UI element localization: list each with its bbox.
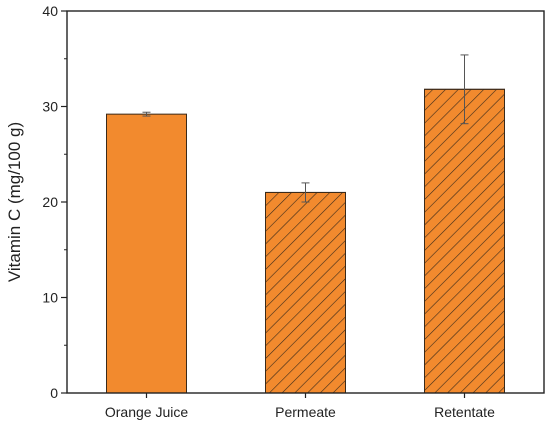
- bar-hatch-1: [265, 191, 346, 394]
- y-tick-label-4: 40: [42, 3, 58, 19]
- y-tick-label-0: 0: [50, 385, 58, 401]
- x-tick-label-0: Orange Juice: [105, 404, 188, 420]
- y-axis-title: Vitamin C (mg/100 g): [5, 122, 24, 282]
- x-tick-label-2: Retentate: [434, 404, 495, 420]
- bar-0: [106, 113, 187, 394]
- y-tick-label-1: 10: [42, 290, 58, 306]
- x-tick-label-1: Permeate: [275, 404, 336, 420]
- plot-area: Orange Juice Permeate Retentate 0 10 20 30 40: [42, 3, 545, 420]
- bar-hatch-2: [424, 88, 505, 394]
- y-tick-label-2: 20: [42, 194, 58, 210]
- y-tick-label-3: 30: [42, 99, 58, 115]
